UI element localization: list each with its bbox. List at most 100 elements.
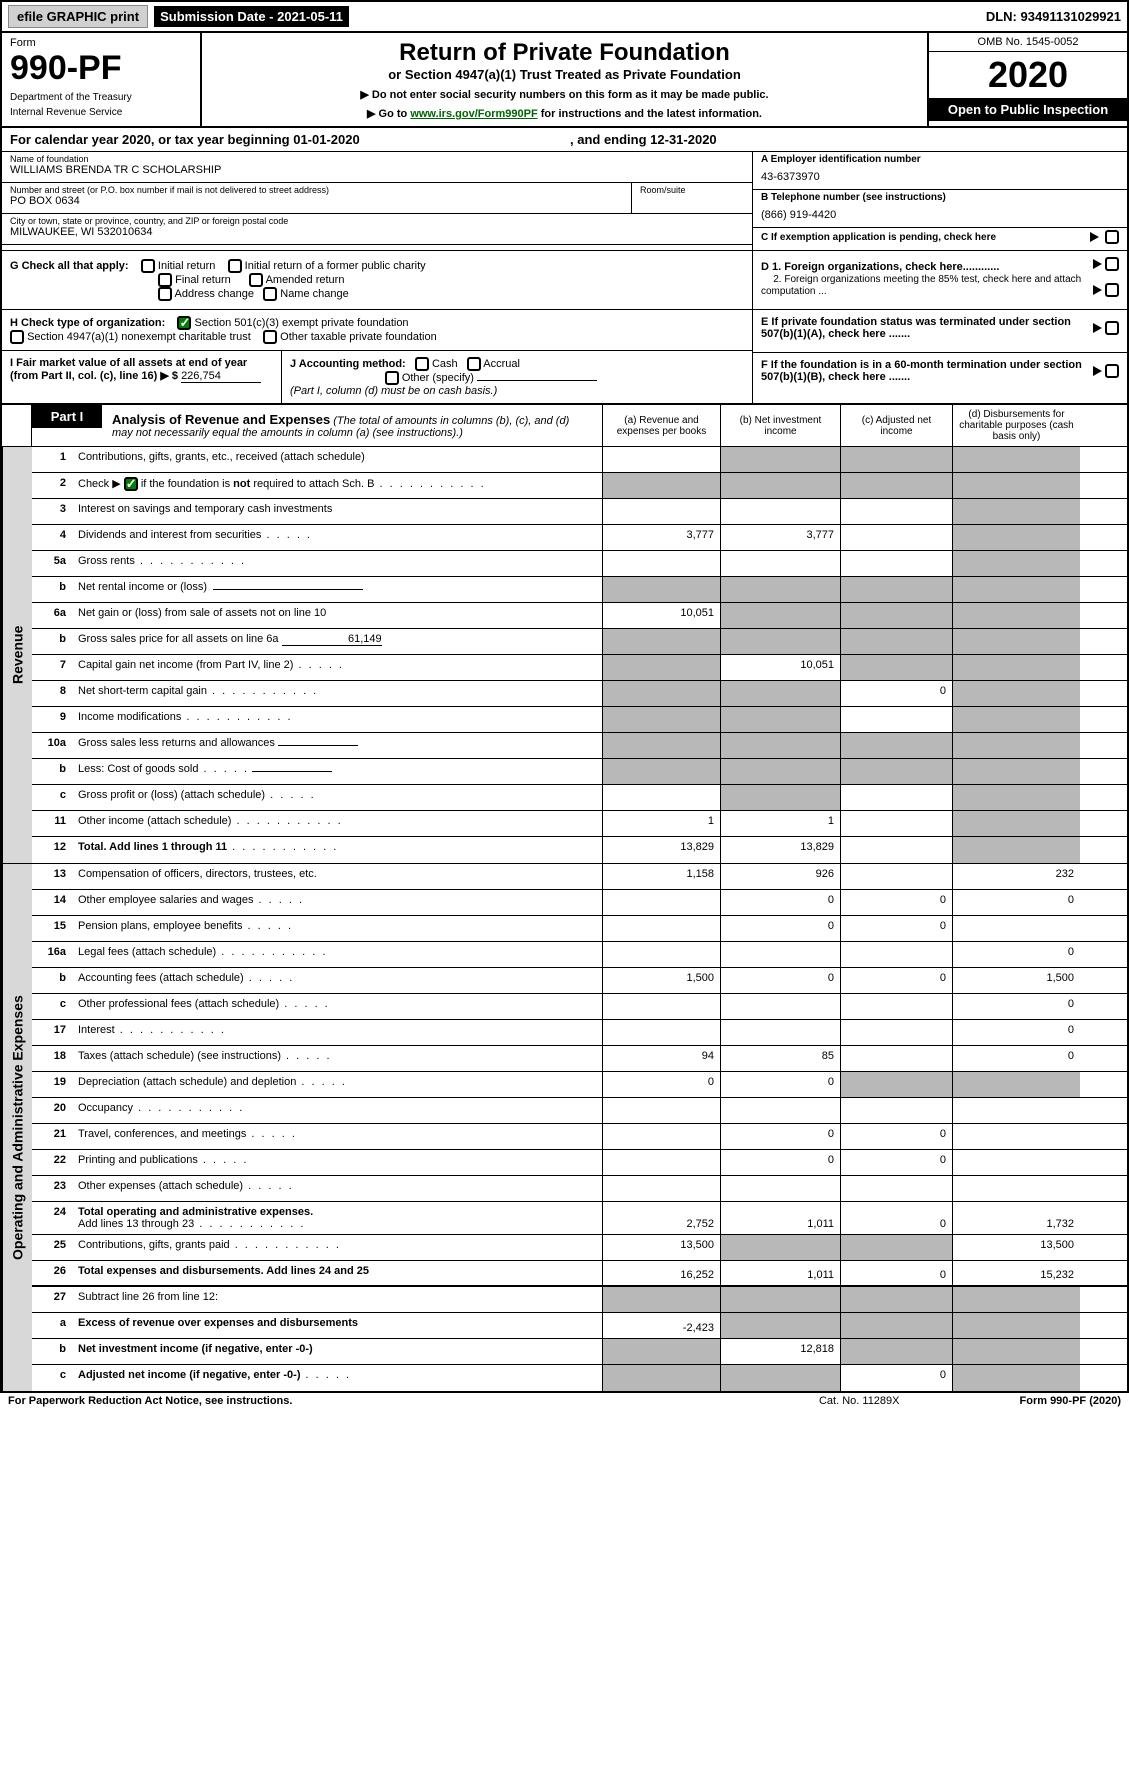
dept-treasury: Department of the Treasury <box>10 92 192 103</box>
row-22: Printing and publications <box>72 1150 602 1175</box>
row-5a: Gross rents <box>72 551 602 576</box>
street-cell: Number and street (or P.O. box number if… <box>2 183 632 214</box>
schb-checkbox[interactable] <box>124 477 138 491</box>
foundation-name: WILLIAMS BRENDA TR C SCHOLARSHIP <box>10 164 744 176</box>
row-8: Net short-term capital gain <box>72 681 602 706</box>
tax-year: 2020 <box>929 52 1127 98</box>
row-13: Compensation of officers, directors, tru… <box>72 864 602 889</box>
j-cash-checkbox[interactable] <box>415 357 429 371</box>
c-label: C If exemption application is pending, c… <box>761 232 1090 243</box>
form-title: Return of Private Foundation <box>222 39 907 67</box>
row-20: Occupancy <box>72 1098 602 1123</box>
ein-value: 43-6373970 <box>761 171 1119 183</box>
row-19: Depreciation (attach schedule) and deple… <box>72 1072 602 1097</box>
arrow-icon <box>1093 323 1102 333</box>
e-label: E If private foundation status was termi… <box>761 316 1071 340</box>
e-checkbox[interactable] <box>1105 321 1119 335</box>
row-27: Subtract line 26 from line 12: <box>72 1287 602 1312</box>
row-16b: Accounting fees (attach schedule) <box>72 968 602 993</box>
h-501c3-checkbox[interactable] <box>177 316 191 330</box>
g-address-checkbox[interactable] <box>158 287 172 301</box>
h-other-checkbox[interactable] <box>263 330 277 344</box>
form-label: Form <box>10 37 192 49</box>
row-10a: Gross sales less returns and allowances <box>72 733 602 758</box>
goto-pre: ▶ Go to <box>367 108 410 120</box>
submission-date-label: Submission Date - 2021-05-11 <box>154 6 349 27</box>
c-checkbox[interactable] <box>1105 230 1119 244</box>
f-checkbox[interactable] <box>1105 364 1119 378</box>
col-b-header: (b) Net investment income <box>720 405 840 446</box>
d1-checkbox[interactable] <box>1105 257 1119 271</box>
ein-label: A Employer identification number <box>761 154 1119 165</box>
cat-no: Cat. No. 11289X <box>819 1395 900 1407</box>
header-right: OMB No. 1545-0052 2020 Open to Public In… <box>927 33 1127 126</box>
j-cell: J Accounting method: Cash Accrual Other … <box>282 351 752 403</box>
row-4: Dividends and interest from securities <box>72 525 602 550</box>
footer: For Paperwork Reduction Act Notice, see … <box>0 1393 1129 1409</box>
h-o3: Other taxable private foundation <box>280 331 437 343</box>
phone-label: B Telephone number (see instructions) <box>761 192 1119 203</box>
paperwork-notice: For Paperwork Reduction Act Notice, see … <box>8 1395 292 1407</box>
g-final-checkbox[interactable] <box>158 273 172 287</box>
row-6a: Net gain or (loss) from sale of assets n… <box>72 603 602 628</box>
row-10b: Less: Cost of goods sold <box>72 759 602 784</box>
d1-row: D 1. Foreign organizations, check here..… <box>753 251 1127 310</box>
form-header: Form 990-PF Department of the Treasury I… <box>0 33 1129 128</box>
revenue-table: Revenue 1Contributions, gifts, grants, e… <box>0 447 1129 864</box>
d2-checkbox[interactable] <box>1105 283 1119 297</box>
expenses-vtab: Operating and Administrative Expenses <box>2 864 32 1391</box>
row-12: Total. Add lines 1 through 11 <box>72 837 602 863</box>
j-accrual-checkbox[interactable] <box>467 357 481 371</box>
room-cell: Room/suite <box>632 183 752 214</box>
irs-link[interactable]: www.irs.gov/Form990PF <box>410 108 537 120</box>
column-headers: (a) Revenue and expenses per books (b) N… <box>602 405 1127 446</box>
row-25: Contributions, gifts, grants paid <box>72 1235 602 1260</box>
arrow-icon <box>1093 366 1102 376</box>
efile-print-button[interactable]: efile GRAPHIC print <box>8 5 148 28</box>
g-initial-former-checkbox[interactable] <box>228 259 242 273</box>
phone-cell: B Telephone number (see instructions) (8… <box>753 190 1127 228</box>
row-16a: Legal fees (attach schedule) <box>72 942 602 967</box>
row-2: Check ▶ if the foundation is not require… <box>72 473 602 498</box>
i-j-row: I Fair market value of all assets at end… <box>2 351 752 403</box>
row-26: Total expenses and disbursements. Add li… <box>72 1261 602 1285</box>
col-c-header: (c) Adjusted net income <box>840 405 952 446</box>
h-o2: Section 4947(a)(1) nonexempt charitable … <box>27 331 251 343</box>
expenses-table: Operating and Administrative Expenses 13… <box>0 864 1129 1393</box>
row-21: Travel, conferences, and meetings <box>72 1124 602 1149</box>
row-3: Interest on savings and temporary cash i… <box>72 499 602 524</box>
header-left: Form 990-PF Department of the Treasury I… <box>2 33 202 126</box>
g-o5: Address change <box>175 288 255 300</box>
year-begin: For calendar year 2020, or tax year begi… <box>10 132 570 147</box>
g-d-block: G Check all that apply: Initial return I… <box>0 250 1129 403</box>
exemption-pending-cell: C If exemption application is pending, c… <box>753 228 1127 250</box>
h-4947-checkbox[interactable] <box>10 330 24 344</box>
phone-value: (866) 919-4420 <box>761 209 1119 221</box>
row-1: Contributions, gifts, grants, etc., rece… <box>72 447 602 472</box>
f-label: F If the foundation is in a 60-month ter… <box>761 359 1082 383</box>
foundation-name-cell: Name of foundation WILLIAMS BRENDA TR C … <box>2 152 752 183</box>
row-16c: Other professional fees (attach schedule… <box>72 994 602 1019</box>
g-amended-checkbox[interactable] <box>249 273 263 287</box>
city-cell: City or town, state or province, country… <box>2 214 752 245</box>
g-name-checkbox[interactable] <box>263 287 277 301</box>
form-subtitle: or Section 4947(a)(1) Trust Treated as P… <box>222 67 907 82</box>
j-label: J Accounting method: <box>290 358 406 370</box>
j-other-line <box>477 380 597 381</box>
row-27c: Adjusted net income (if negative, enter … <box>72 1365 602 1391</box>
arrow-icon <box>1093 285 1102 295</box>
f-row: F If the foundation is in a 60-month ter… <box>753 353 1127 395</box>
goto-post: for instructions and the latest informat… <box>538 108 762 120</box>
g-o3: Final return <box>175 274 231 286</box>
g-initial-checkbox[interactable] <box>141 259 155 273</box>
city-value: MILWAUKEE, WI 532010634 <box>10 226 744 238</box>
open-inspection: Open to Public Inspection <box>929 98 1127 121</box>
revenue-vtab: Revenue <box>2 447 32 863</box>
d1-label: D 1. Foreign organizations, check here..… <box>761 261 999 273</box>
calendar-year-row: For calendar year 2020, or tax year begi… <box>0 128 1129 152</box>
h-o1: Section 501(c)(3) exempt private foundat… <box>195 317 409 329</box>
goto-note: ▶ Go to www.irs.gov/Form990PF for instru… <box>222 107 907 120</box>
col-d-header: (d) Disbursements for charitable purpose… <box>952 405 1080 446</box>
j-other-checkbox[interactable] <box>385 371 399 385</box>
form-number: 990-PF <box>10 49 192 88</box>
